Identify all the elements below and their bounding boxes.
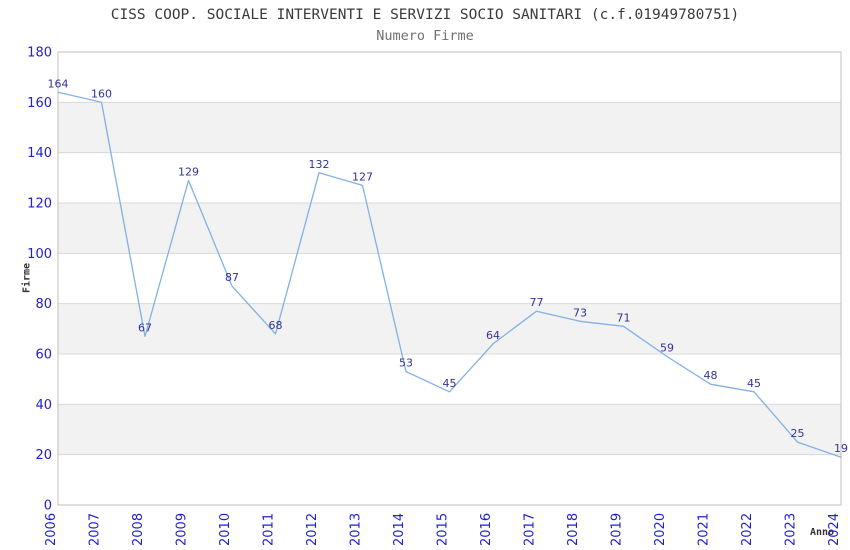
x-axis-tick-label: 2021 — [697, 513, 712, 546]
y-axis-tick-label: 20 — [35, 448, 52, 463]
data-point-label: 129 — [178, 165, 199, 178]
x-axis-tick-label: 2023 — [784, 513, 799, 546]
plot-band — [58, 354, 841, 405]
data-point-label: 45 — [747, 377, 761, 390]
plot-band — [58, 303, 841, 354]
y-axis-tick-label: 60 — [35, 348, 52, 363]
x-axis-tick-label: 2014 — [392, 513, 407, 546]
x-axis-tick-label: 2008 — [131, 513, 146, 546]
x-axis-tick-label: 2015 — [436, 513, 451, 546]
data-point-label: 73 — [573, 306, 587, 319]
x-axis-tick-label: 2020 — [653, 513, 668, 546]
data-point-label: 67 — [138, 321, 152, 334]
y-axis-tick-label: 100 — [27, 247, 52, 262]
data-point-label: 48 — [704, 369, 718, 382]
x-axis-tick-label: 2017 — [523, 513, 538, 546]
plot-border — [57, 51, 842, 506]
x-axis-tick-label: 2009 — [175, 513, 190, 546]
y-axis-tick-label: 0 — [44, 499, 52, 514]
plot-band — [58, 52, 841, 103]
plot-band — [58, 404, 841, 455]
data-point-label: 53 — [399, 357, 413, 370]
data-point-label: 64 — [486, 329, 500, 342]
x-axis-tick-label: 2013 — [349, 513, 364, 546]
data-point-label: 71 — [617, 311, 631, 324]
x-axis-tick-label: 2018 — [566, 513, 581, 546]
data-point-label: 68 — [269, 319, 283, 332]
plot-band — [58, 253, 841, 304]
chart-subtitle: Numero Firme — [376, 28, 474, 44]
data-point-label: 127 — [352, 170, 373, 183]
data-point-label: 45 — [443, 377, 457, 390]
data-point-label: 160 — [91, 87, 112, 100]
x-axis-tick-label: 2019 — [610, 513, 625, 546]
y-axis-tick-label: 140 — [27, 146, 52, 161]
x-axis-tick-label: 2007 — [88, 513, 103, 546]
data-point-label: 164 — [48, 77, 69, 90]
plot-band — [58, 152, 841, 203]
plot-band — [58, 454, 841, 505]
data-point-label: 132 — [309, 158, 330, 171]
x-axis-title: Anno — [810, 527, 835, 538]
y-axis-tick-label: 180 — [27, 46, 52, 61]
x-axis-tick-label: 2010 — [218, 513, 233, 546]
chart-title: CISS COOP. SOCIALE INTERVENTI E SERVIZI … — [110, 7, 740, 23]
data-point-label: 77 — [530, 296, 544, 309]
x-axis-tick-label: 2006 — [44, 513, 59, 546]
y-axis-tick-label: 120 — [27, 197, 52, 212]
plot-band — [58, 102, 841, 153]
x-axis-tick-label: 2022 — [740, 513, 755, 546]
y-axis-tick-label: 80 — [35, 297, 52, 312]
x-axis-tick-label: 2016 — [479, 513, 494, 546]
x-axis-tick-label: 2024 — [827, 513, 842, 546]
plot-band — [58, 203, 841, 254]
data-point-label: 19 — [834, 442, 848, 455]
data-series-line — [57, 91, 842, 458]
x-axis-tick-label: 2011 — [262, 513, 277, 546]
y-axis-tick-label: 160 — [27, 96, 52, 111]
data-point-label: 59 — [660, 342, 674, 355]
x-axis-tick-label: 2012 — [305, 513, 320, 546]
data-point-label: 87 — [225, 271, 239, 284]
y-axis-tick-label: 40 — [35, 398, 52, 413]
data-point-label: 25 — [791, 427, 805, 440]
